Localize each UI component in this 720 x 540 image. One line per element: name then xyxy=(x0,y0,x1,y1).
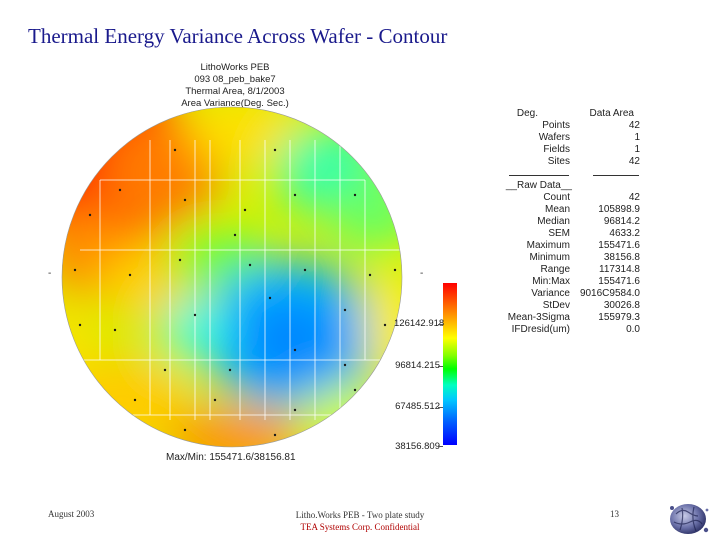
page-number: 13 xyxy=(610,509,619,519)
wafer-contour-plot xyxy=(61,106,403,448)
stat-label: Median xyxy=(537,216,570,227)
stats-divider xyxy=(509,175,569,176)
stat-label: Mean xyxy=(544,204,570,215)
stat-label: Count xyxy=(543,192,570,203)
colorbar-tick xyxy=(438,446,443,447)
stat-value: 96814.2 xyxy=(603,216,640,227)
stat-value: 42 xyxy=(628,192,640,203)
stat-label: Minimum xyxy=(529,252,570,263)
stat-row: Wafers 1 xyxy=(495,132,640,144)
stat-value: 155471.6 xyxy=(598,276,640,287)
colorbar-label: 38156.809 xyxy=(395,441,440,452)
stat-row: Fields 1 xyxy=(495,144,640,156)
colorbar-label: 126142.918 xyxy=(394,318,445,329)
colorbar-label: 67485.512 xyxy=(395,401,440,412)
plot-header-line: LithoWorks PEB xyxy=(200,62,270,73)
stat-value: 30026.8 xyxy=(603,300,640,311)
footer-study-title: Litho.Works PEB - Two plate study xyxy=(295,510,425,520)
stat-label: Fields xyxy=(543,144,570,155)
stats-section-label: __Raw Data__ xyxy=(505,180,572,191)
left-axis-mark: - xyxy=(48,268,52,279)
stat-value: 117314.8 xyxy=(599,264,640,275)
stat-value: 38156.8 xyxy=(603,252,640,263)
stat-row: Points 42 xyxy=(495,120,640,132)
stat-value: 9016C9584.0 xyxy=(579,288,640,299)
stat-row: StDev 30026.8 xyxy=(495,300,640,312)
footer-confidential: TEA Systems Corp. Confidential xyxy=(300,522,420,532)
plot-header-line: 093 08_peb_bake7 xyxy=(194,74,276,85)
stat-label: Wafers xyxy=(538,132,570,143)
plot-header-line: Thermal Area, 8/1/2003 xyxy=(185,86,285,97)
footer-date: August 2003 xyxy=(48,509,95,519)
colorbar-tick xyxy=(438,407,443,408)
colorbar-tick xyxy=(438,366,443,367)
stat-value: 155471.6 xyxy=(598,240,640,251)
right-axis-mark: - xyxy=(420,268,424,279)
stat-row: Variance 9016C9584.0 xyxy=(495,288,640,300)
stat-label: Points xyxy=(542,120,570,131)
plot-header-line: Area Variance(Deg. Sec.) xyxy=(181,98,289,109)
colorbar-label: 96814.215 xyxy=(395,360,440,371)
stats-header-value: Data Area xyxy=(589,108,634,119)
stat-value: 0.0 xyxy=(626,324,640,335)
stat-row: Maximum 155471.6 xyxy=(495,240,640,252)
globe-logo-icon xyxy=(670,504,709,534)
stat-label: Variance xyxy=(531,288,570,299)
stat-row: Median 96814.2 xyxy=(495,216,640,228)
slide-title: Thermal Energy Variance Across Wafer - C… xyxy=(28,24,448,48)
stats-header-row: Deg. Data Area xyxy=(495,108,640,120)
stat-row: Min:Max 155471.6 xyxy=(495,276,640,288)
statistics-panel: Deg. Data Area Points 42 Wafers 1 Fields… xyxy=(495,108,640,338)
stat-row: Minimum 38156.8 xyxy=(495,252,640,264)
stat-row: Range 117314.8 xyxy=(495,264,640,276)
stats-section-row: __Raw Data__ xyxy=(495,180,640,192)
stat-value: 155979.3 xyxy=(598,312,640,323)
stat-row: Sites 42 xyxy=(495,156,640,168)
wafer-map[interactable] xyxy=(45,100,420,460)
color-scale-bar xyxy=(443,283,457,445)
stat-label: Mean-3Sigma xyxy=(507,312,570,323)
stat-value: 105898.9 xyxy=(598,204,640,215)
colorbar-tick xyxy=(438,324,443,325)
stat-label: SEM xyxy=(548,228,570,239)
stat-value: 1 xyxy=(634,132,640,143)
stat-label: StDev xyxy=(542,300,570,311)
footer-center: Litho.Works PEB - Two plate study TEA Sy… xyxy=(260,509,460,533)
stat-value: 1 xyxy=(634,144,640,155)
stat-row: IFDresid(um) 0.0 xyxy=(495,324,640,336)
stat-label: Sites xyxy=(547,156,570,167)
stat-row: Mean-3Sigma 155979.3 xyxy=(495,312,640,324)
plot-header: LithoWorks PEB 093 08_peb_bake7 Thermal … xyxy=(160,62,310,110)
stat-value: 42 xyxy=(628,120,640,131)
stat-row: Count 42 xyxy=(495,192,640,204)
max-min-label: Max/Min: 155471.6/38156.81 xyxy=(166,452,296,463)
stat-label: IFDresid(um) xyxy=(511,324,570,335)
stat-value: 42 xyxy=(628,156,640,167)
stats-divider xyxy=(593,175,639,176)
stat-row: SEM 4633.2 xyxy=(495,228,640,240)
stat-label: Min:Max xyxy=(532,276,570,287)
stat-row: Mean 105898.9 xyxy=(495,204,640,216)
stat-label: Maximum xyxy=(526,240,570,251)
stats-header-label: Deg. xyxy=(516,108,538,119)
stat-label: Range xyxy=(540,264,570,275)
stat-value: 4633.2 xyxy=(609,228,640,239)
